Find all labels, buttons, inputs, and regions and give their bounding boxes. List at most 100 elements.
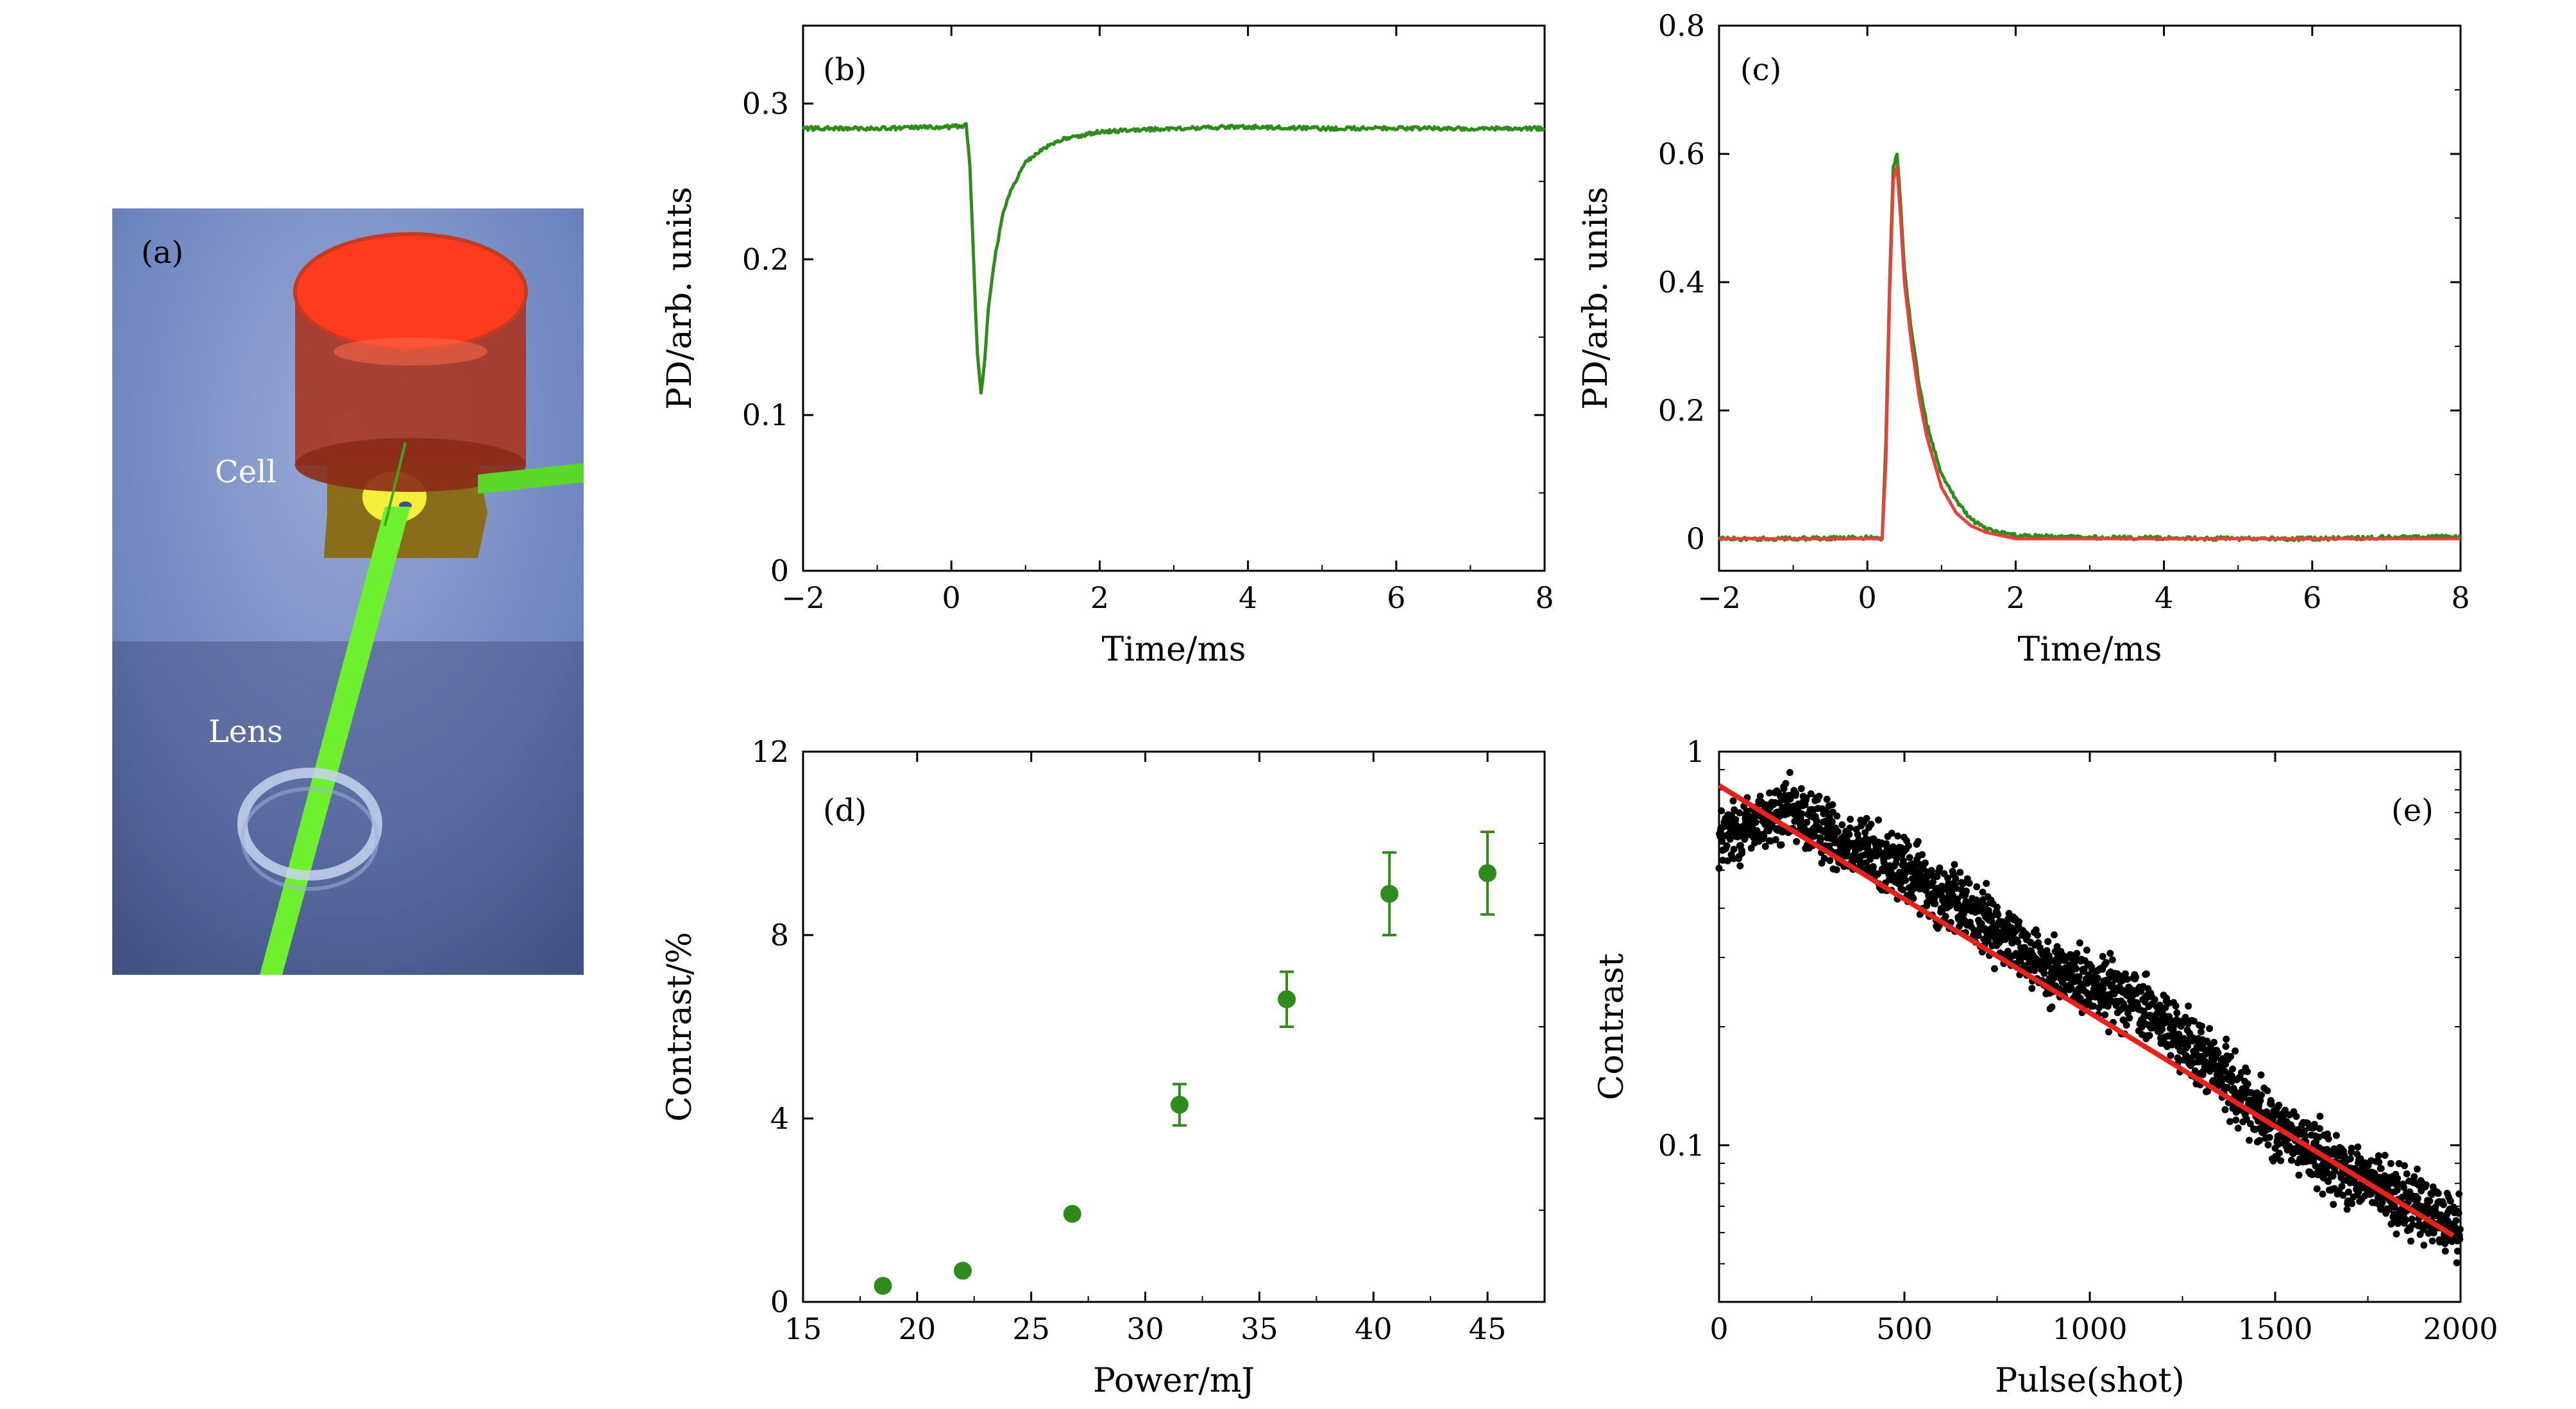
data-point xyxy=(2072,965,2080,972)
data-point xyxy=(2257,1097,2264,1104)
data-point xyxy=(2040,970,2048,977)
data-point xyxy=(1988,913,1996,920)
data-point xyxy=(2393,1186,2401,1194)
x-tick-label: 20 xyxy=(899,1312,936,1346)
y-tick-label: 0.1 xyxy=(1658,1128,1705,1163)
data-point xyxy=(2210,1038,2218,1046)
data-point xyxy=(1960,910,1967,918)
data-point xyxy=(2319,1190,2326,1198)
data-point xyxy=(1994,911,2002,919)
data-point xyxy=(2391,1203,2398,1211)
panel-label: (b) xyxy=(823,52,867,88)
data-point xyxy=(2411,1173,2418,1181)
data-point xyxy=(1823,795,1831,803)
y-tick-label: 0.1 xyxy=(742,398,789,432)
data-point xyxy=(2414,1195,2421,1202)
data-point xyxy=(874,1276,892,1295)
data-point xyxy=(2099,952,2106,960)
data-point xyxy=(2295,1171,2303,1179)
x-tick-label: 0 xyxy=(942,580,961,615)
data-point xyxy=(1752,818,1759,826)
y-axis-label: PD/arb. units xyxy=(661,187,699,410)
x-axis-label: Power/mJ xyxy=(1093,1362,1255,1400)
data-point xyxy=(1899,857,1907,865)
data-point xyxy=(2413,1165,2421,1173)
data-point xyxy=(1811,832,1818,840)
data-point xyxy=(1170,1095,1189,1114)
data-point xyxy=(2313,1185,2321,1193)
x-tick-label: 1500 xyxy=(2237,1312,2312,1346)
data-point xyxy=(2122,970,2129,977)
data-point xyxy=(2089,966,2096,974)
panel-label: (c) xyxy=(1740,52,1781,88)
data-point xyxy=(1973,883,1981,891)
data-point xyxy=(2229,1065,2236,1073)
data-point xyxy=(2422,1181,2430,1188)
data-point xyxy=(1942,913,1949,920)
data-point xyxy=(1807,790,1815,798)
data-point xyxy=(1847,816,1854,823)
data-point xyxy=(1793,838,1801,845)
data-point xyxy=(2343,1206,2351,1213)
data-point xyxy=(2073,950,2081,958)
data-point xyxy=(1730,855,1737,863)
data-point xyxy=(2227,1052,2235,1060)
data-point xyxy=(2346,1155,2354,1163)
data-point xyxy=(2158,1025,2166,1033)
data-point xyxy=(1874,870,1881,878)
y-tick-label: 1 xyxy=(1686,734,1705,769)
data-point xyxy=(2439,1201,2447,1208)
data-point xyxy=(1747,845,1755,852)
data-point xyxy=(2257,1071,2265,1079)
data-point xyxy=(2387,1160,2394,1167)
data-point xyxy=(1863,814,1870,822)
data-point xyxy=(2151,996,2158,1004)
data-point xyxy=(2456,1226,2464,1233)
data-point xyxy=(2101,1011,2109,1018)
data-point xyxy=(2146,1032,2153,1040)
lens-label: Lens xyxy=(208,714,283,750)
data-point xyxy=(1786,769,1793,776)
data-point xyxy=(2232,1047,2239,1055)
data-point xyxy=(2075,973,2083,981)
data-point xyxy=(2275,1149,2283,1157)
data-point xyxy=(1963,888,1970,895)
x-tick-label: −2 xyxy=(1697,580,1741,615)
data-point xyxy=(2090,1002,2097,1010)
panel-label: (d) xyxy=(823,793,867,829)
data-point xyxy=(2456,1235,2464,1243)
cylinder-inner-glow xyxy=(334,337,487,366)
plot-frame xyxy=(802,24,1546,572)
y-tick-label: 0.3 xyxy=(742,86,789,121)
data-point xyxy=(2371,1170,2378,1177)
data-point xyxy=(1828,818,1836,825)
x-tick-label: 4 xyxy=(1239,580,1257,615)
data-point xyxy=(1798,810,1806,818)
x-tick-label: 4 xyxy=(2155,580,2173,615)
data-point xyxy=(1803,818,1811,826)
lens-ring xyxy=(237,768,382,881)
data-point xyxy=(2395,1160,2403,1167)
data-point xyxy=(2434,1190,2442,1197)
cylinder-bottom xyxy=(295,438,526,492)
data-point xyxy=(1931,900,1939,907)
data-point xyxy=(2441,1247,2449,1255)
data-point xyxy=(1766,789,1774,797)
data-point xyxy=(1761,843,1769,850)
data-point xyxy=(2354,1143,2362,1151)
data-point xyxy=(2004,950,2012,958)
data-point xyxy=(1723,842,1731,850)
data-point xyxy=(1278,990,1296,1009)
data-point xyxy=(2244,1068,2251,1076)
data-point xyxy=(1829,801,1836,809)
x-tick-label: 30 xyxy=(1126,1312,1164,1346)
data-point xyxy=(2024,932,2031,940)
data-point xyxy=(2453,1259,2461,1267)
data-point xyxy=(1833,866,1840,873)
data-point xyxy=(2076,939,2083,947)
fit-line xyxy=(1717,783,2455,1238)
data-point xyxy=(2428,1237,2436,1245)
x-tick-label: −2 xyxy=(781,580,825,615)
y-tick-label: 12 xyxy=(751,734,789,769)
